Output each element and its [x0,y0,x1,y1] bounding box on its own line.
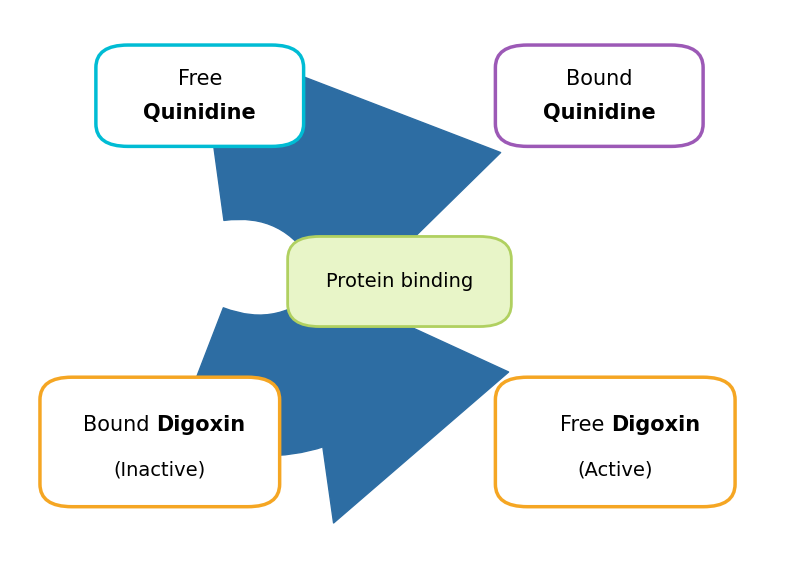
FancyBboxPatch shape [40,377,280,507]
FancyBboxPatch shape [288,236,511,327]
Text: Free: Free [177,69,222,89]
Text: Digoxin: Digoxin [156,415,245,435]
Text: Bound: Bound [566,69,633,89]
FancyBboxPatch shape [495,377,735,507]
FancyBboxPatch shape [96,45,304,146]
Text: (Active): (Active) [578,461,653,480]
Text: Protein binding: Protein binding [326,272,473,291]
Text: Bound: Bound [82,415,156,435]
Text: Digoxin: Digoxin [611,415,701,435]
Text: Quinidine: Quinidine [143,102,256,123]
Text: Free: Free [560,415,611,435]
FancyBboxPatch shape [495,45,703,146]
Text: (Inactive): (Inactive) [113,461,206,480]
Text: Quinidine: Quinidine [543,102,656,123]
